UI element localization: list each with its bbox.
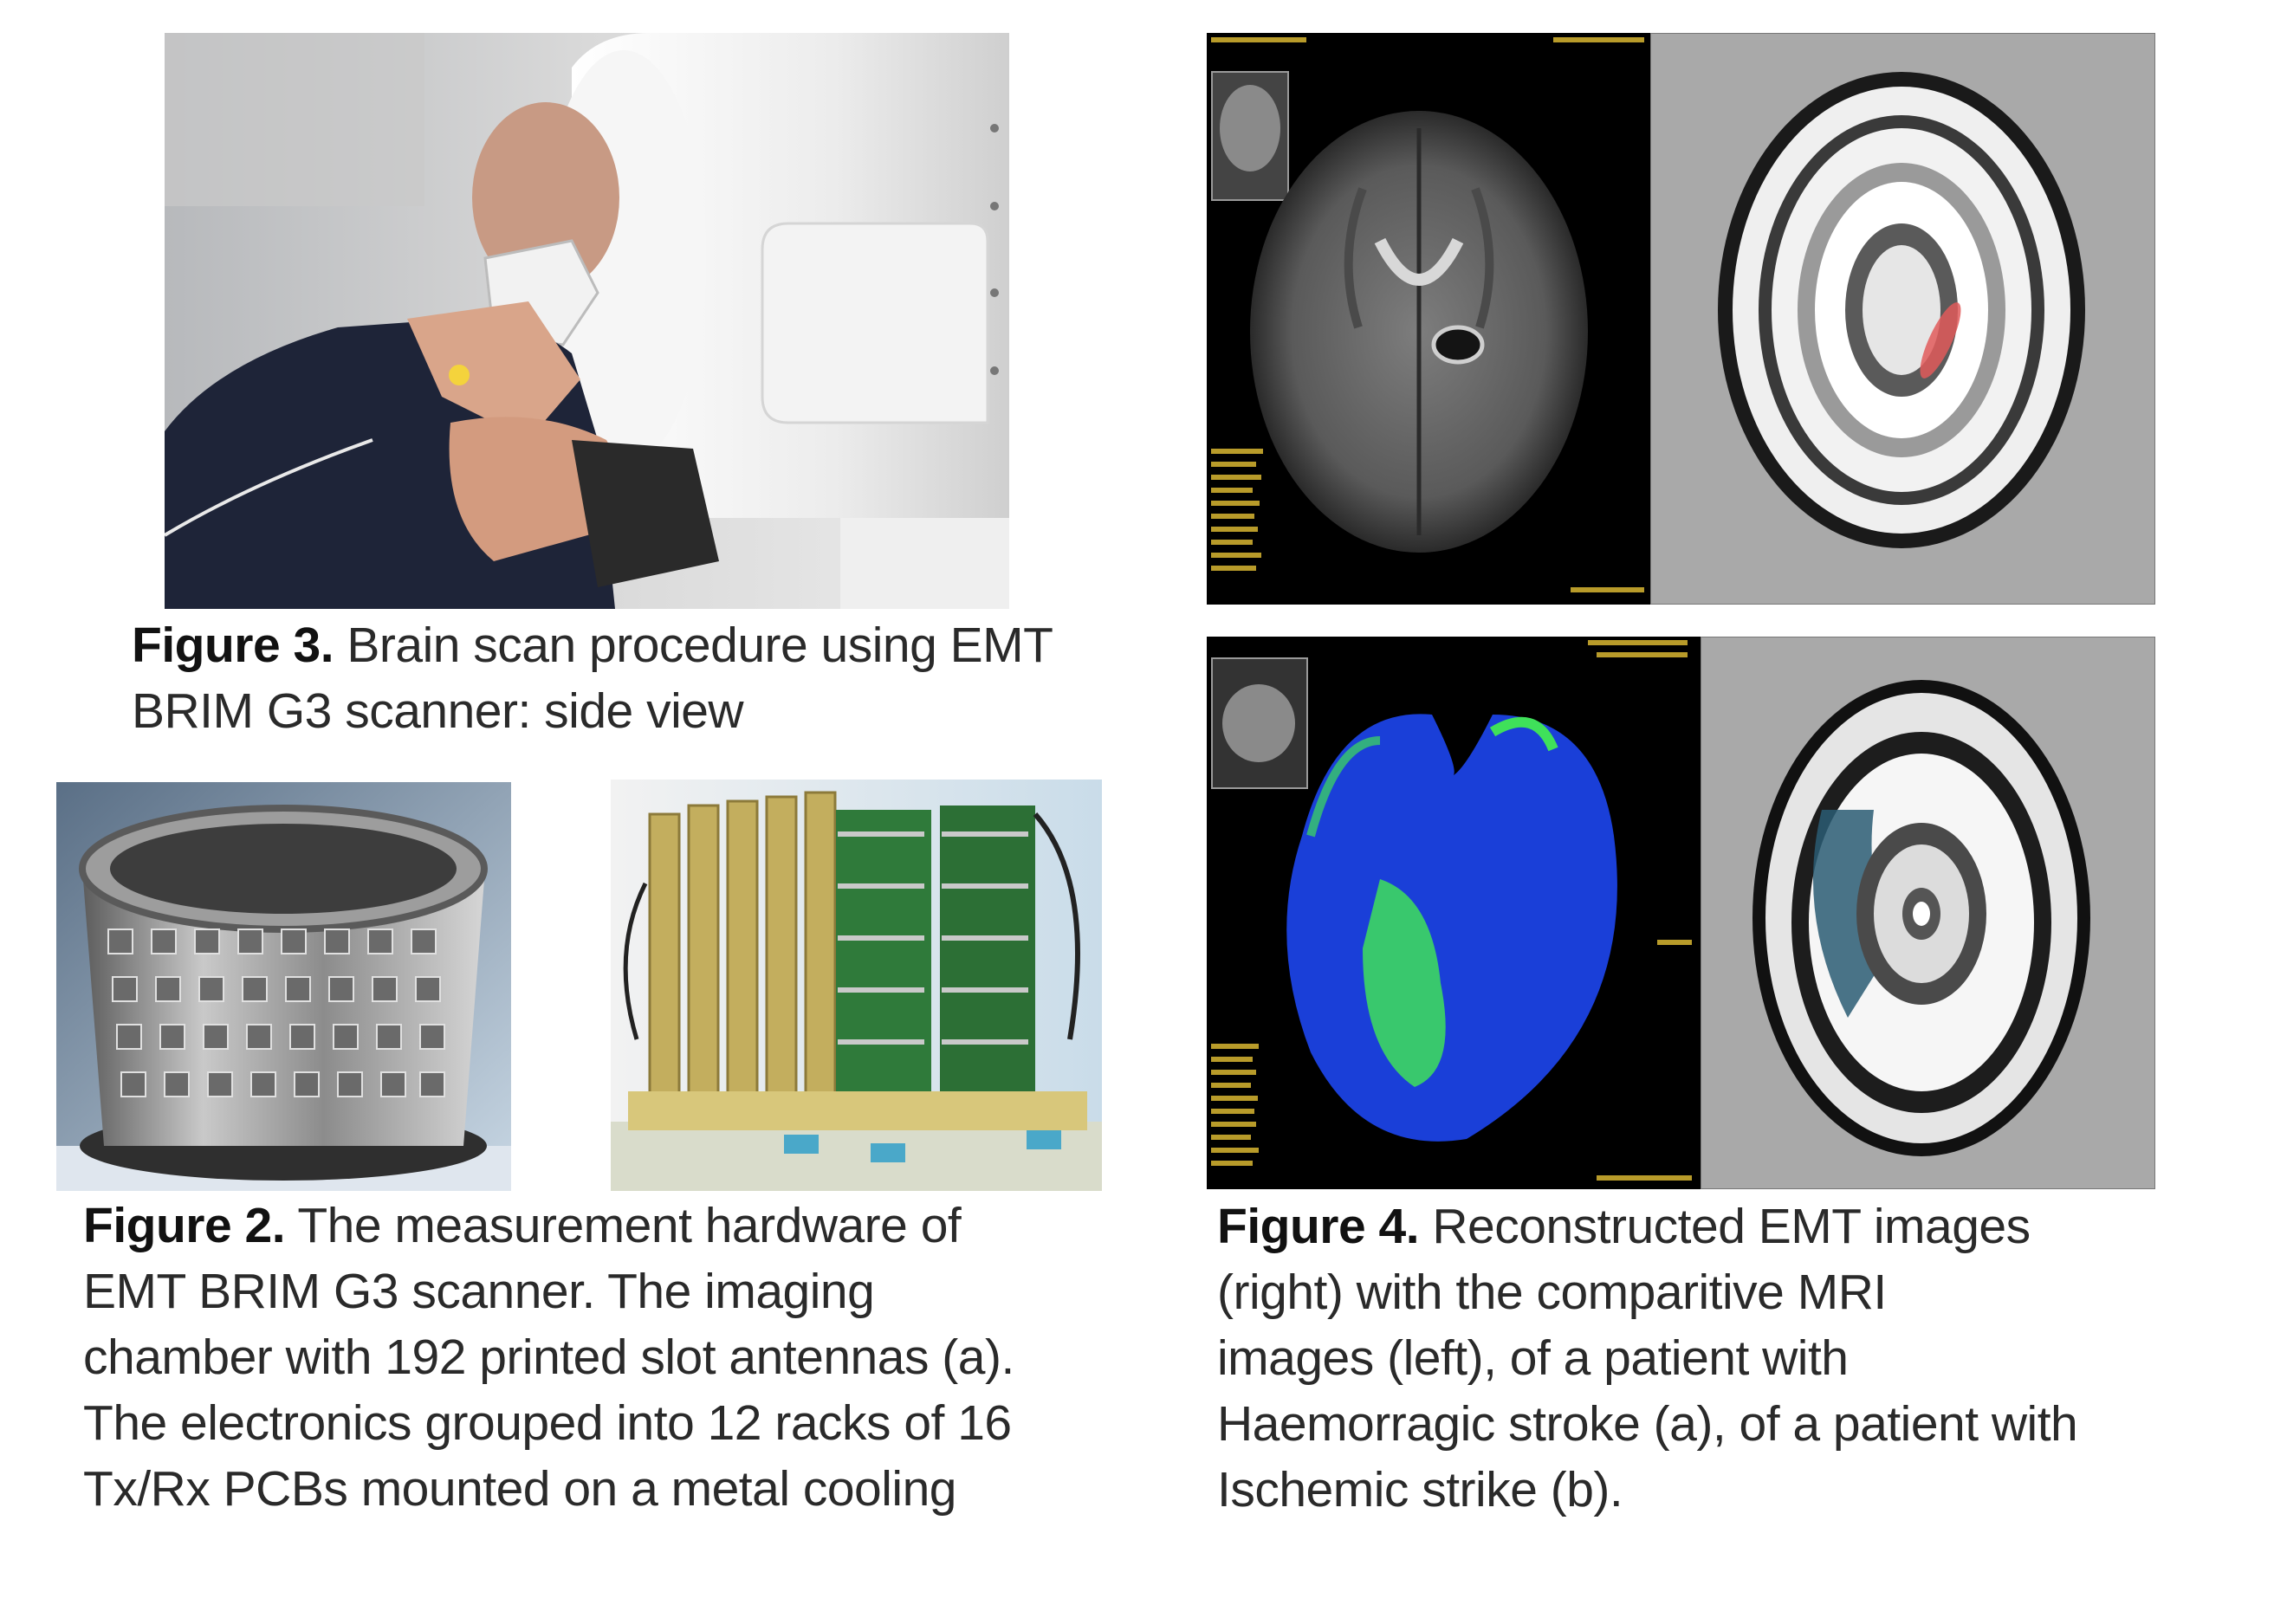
- figure-4b-emt: [1701, 637, 2155, 1189]
- figure-4-line: Haemorragic stroke (a), of a patient wit…: [1217, 1396, 2078, 1452]
- figure-3-photo: [165, 33, 1009, 609]
- figure-2-line: chamber with 192 printed slot antennas (…: [83, 1330, 1014, 1385]
- figure-4-line: images (left), of a patient with: [1217, 1330, 1849, 1386]
- figure-2-line: The measurement hardware of: [297, 1198, 962, 1253]
- figure-4-label: Figure 4.: [1217, 1199, 1420, 1254]
- figure-2-line: Tx/Rx PCBs mounted on a metal cooling: [83, 1461, 956, 1517]
- figure-2b-photo: [611, 780, 1102, 1191]
- figure-3-label: Figure 3.: [132, 618, 334, 673]
- figure-4-line: Reconstructed EMT images: [1432, 1199, 2031, 1254]
- figure-4a-mri: [1207, 33, 1650, 605]
- figure-3-caption: Figure 3. Brain scan procedure using EMT…: [132, 612, 1053, 744]
- figure-4b-mri: [1207, 637, 1701, 1189]
- figure-4-line: (right) with the comparitive MRI: [1217, 1265, 1887, 1320]
- figure-2-line: EMT BRIM G3 scanner. The imaging: [83, 1264, 875, 1319]
- figure-4-caption: Figure 4. Reconstructed EMT images (righ…: [1217, 1194, 2078, 1523]
- figure-2-label: Figure 2.: [83, 1198, 286, 1253]
- figure-2-line: The electronics grouped into 12 racks of…: [83, 1395, 1012, 1451]
- figure-2a-photo: [56, 782, 511, 1191]
- figure-4a-emt: [1650, 33, 2155, 605]
- figure-4-line: Ischemic strike (b).: [1217, 1462, 1623, 1517]
- figure-2-caption: Figure 2. The measurement hardware of EM…: [83, 1193, 1014, 1522]
- figure-3-line: BRIM G3 scanner: side view: [132, 683, 744, 739]
- figure-3-line: Brain scan procedure using EMT: [347, 618, 1053, 673]
